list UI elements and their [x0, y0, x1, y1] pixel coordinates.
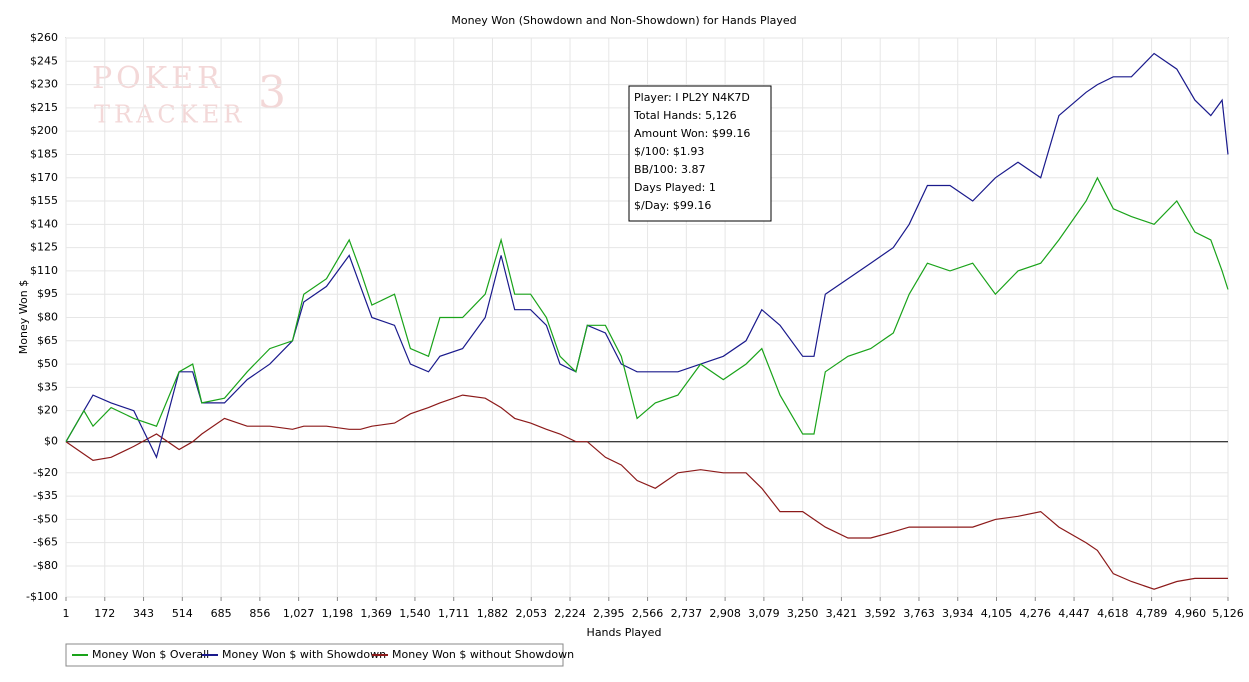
- y-tick-label: $200: [30, 124, 58, 137]
- y-tick-label: $245: [30, 54, 58, 67]
- info-line: Amount Won: $99.16: [634, 127, 750, 140]
- y-tick-label: $185: [30, 147, 58, 160]
- legend-label: Money Won $ without Showdown: [392, 648, 574, 661]
- x-tick-label: 4,789: [1136, 607, 1168, 620]
- y-tick-label: $80: [37, 311, 58, 324]
- x-tick-label: 3,934: [942, 607, 974, 620]
- y-tick-label: -$20: [33, 466, 58, 479]
- x-axis-label: Hands Played: [587, 626, 662, 639]
- info-line: $/Day: $99.16: [634, 199, 711, 212]
- y-tick-label: -$50: [33, 512, 58, 525]
- x-tick-label: 2,224: [554, 607, 586, 620]
- x-tick-label: 2,566: [632, 607, 664, 620]
- y-tick-label: $230: [30, 78, 58, 91]
- y-tick-label: -$35: [33, 489, 58, 502]
- x-tick-label: 685: [211, 607, 232, 620]
- legend-label: Money Won $ Overall: [92, 648, 209, 661]
- x-tick-label: 4,276: [1020, 607, 1052, 620]
- x-tick-label: 5,126: [1212, 607, 1244, 620]
- info-box: [628, 85, 772, 222]
- x-tick-label: 2,053: [516, 607, 548, 620]
- x-tick-label: 1: [63, 607, 70, 620]
- y-tick-label: $215: [30, 101, 58, 114]
- info-line: Days Played: 1: [634, 181, 716, 194]
- y-tick-label: $110: [30, 264, 58, 277]
- y-tick-label: $35: [37, 380, 58, 393]
- info-line: Total Hands: 5,126: [633, 109, 737, 122]
- y-tick-label: $125: [30, 241, 58, 254]
- x-tick-label: 343: [133, 607, 154, 620]
- x-tick-label: 1,027: [283, 607, 315, 620]
- x-tick-label: 3,763: [903, 607, 935, 620]
- info-line: BB/100: 3.87: [634, 163, 706, 176]
- y-tick-label: $155: [30, 194, 58, 207]
- x-tick-label: 1,198: [322, 607, 354, 620]
- series-line: [65, 52, 1229, 460]
- y-tick-label: $20: [37, 404, 58, 417]
- y-tick-label: -$100: [26, 590, 58, 603]
- legend: [65, 643, 564, 667]
- x-tick-label: 172: [94, 607, 115, 620]
- x-tick-label: 3,592: [864, 607, 896, 620]
- x-tick-label: 1,369: [360, 607, 392, 620]
- y-tick-label: $140: [30, 217, 58, 230]
- x-tick-label: 2,737: [671, 607, 703, 620]
- x-tick-label: 1,882: [477, 607, 509, 620]
- x-tick-label: 2,395: [593, 607, 625, 620]
- y-tick-label: -$65: [33, 536, 58, 549]
- y-tick-label: $170: [30, 171, 58, 184]
- y-tick-label: $95: [37, 287, 58, 300]
- x-tick-label: 856: [249, 607, 270, 620]
- watermark: TRACKER: [94, 101, 245, 129]
- x-tick-label: 4,618: [1097, 607, 1129, 620]
- x-tick-label: 1,540: [399, 607, 431, 620]
- x-tick-label: 4,960: [1175, 607, 1207, 620]
- watermark: POKER: [92, 61, 224, 96]
- x-tick-label: 1,711: [438, 607, 470, 620]
- x-tick-label: 4,447: [1058, 607, 1090, 620]
- info-line: $/100: $1.93: [634, 145, 704, 158]
- series-line: [65, 176, 1229, 443]
- x-tick-label: 3,421: [826, 607, 858, 620]
- info-line: Player: I PL2Y N4K7D: [634, 91, 750, 104]
- y-tick-label: $0: [44, 435, 58, 448]
- legend-label: Money Won $ with Showdown: [222, 648, 386, 661]
- y-tick-label: $50: [37, 357, 58, 370]
- x-tick-label: 514: [172, 607, 193, 620]
- x-tick-label: 4,105: [981, 607, 1013, 620]
- series-line: [65, 394, 1228, 590]
- y-tick-label: $65: [37, 334, 58, 347]
- chart-title: Money Won (Showdown and Non-Showdown) fo…: [451, 14, 796, 27]
- y-tick-label: $260: [30, 31, 58, 44]
- y-tick-label: -$80: [33, 559, 58, 572]
- x-tick-label: 3,079: [748, 607, 780, 620]
- x-tick-label: 2,908: [709, 607, 741, 620]
- y-axis-label: Money Won $: [17, 280, 30, 354]
- x-tick-label: 3,250: [787, 607, 819, 620]
- watermark: 3: [258, 68, 290, 119]
